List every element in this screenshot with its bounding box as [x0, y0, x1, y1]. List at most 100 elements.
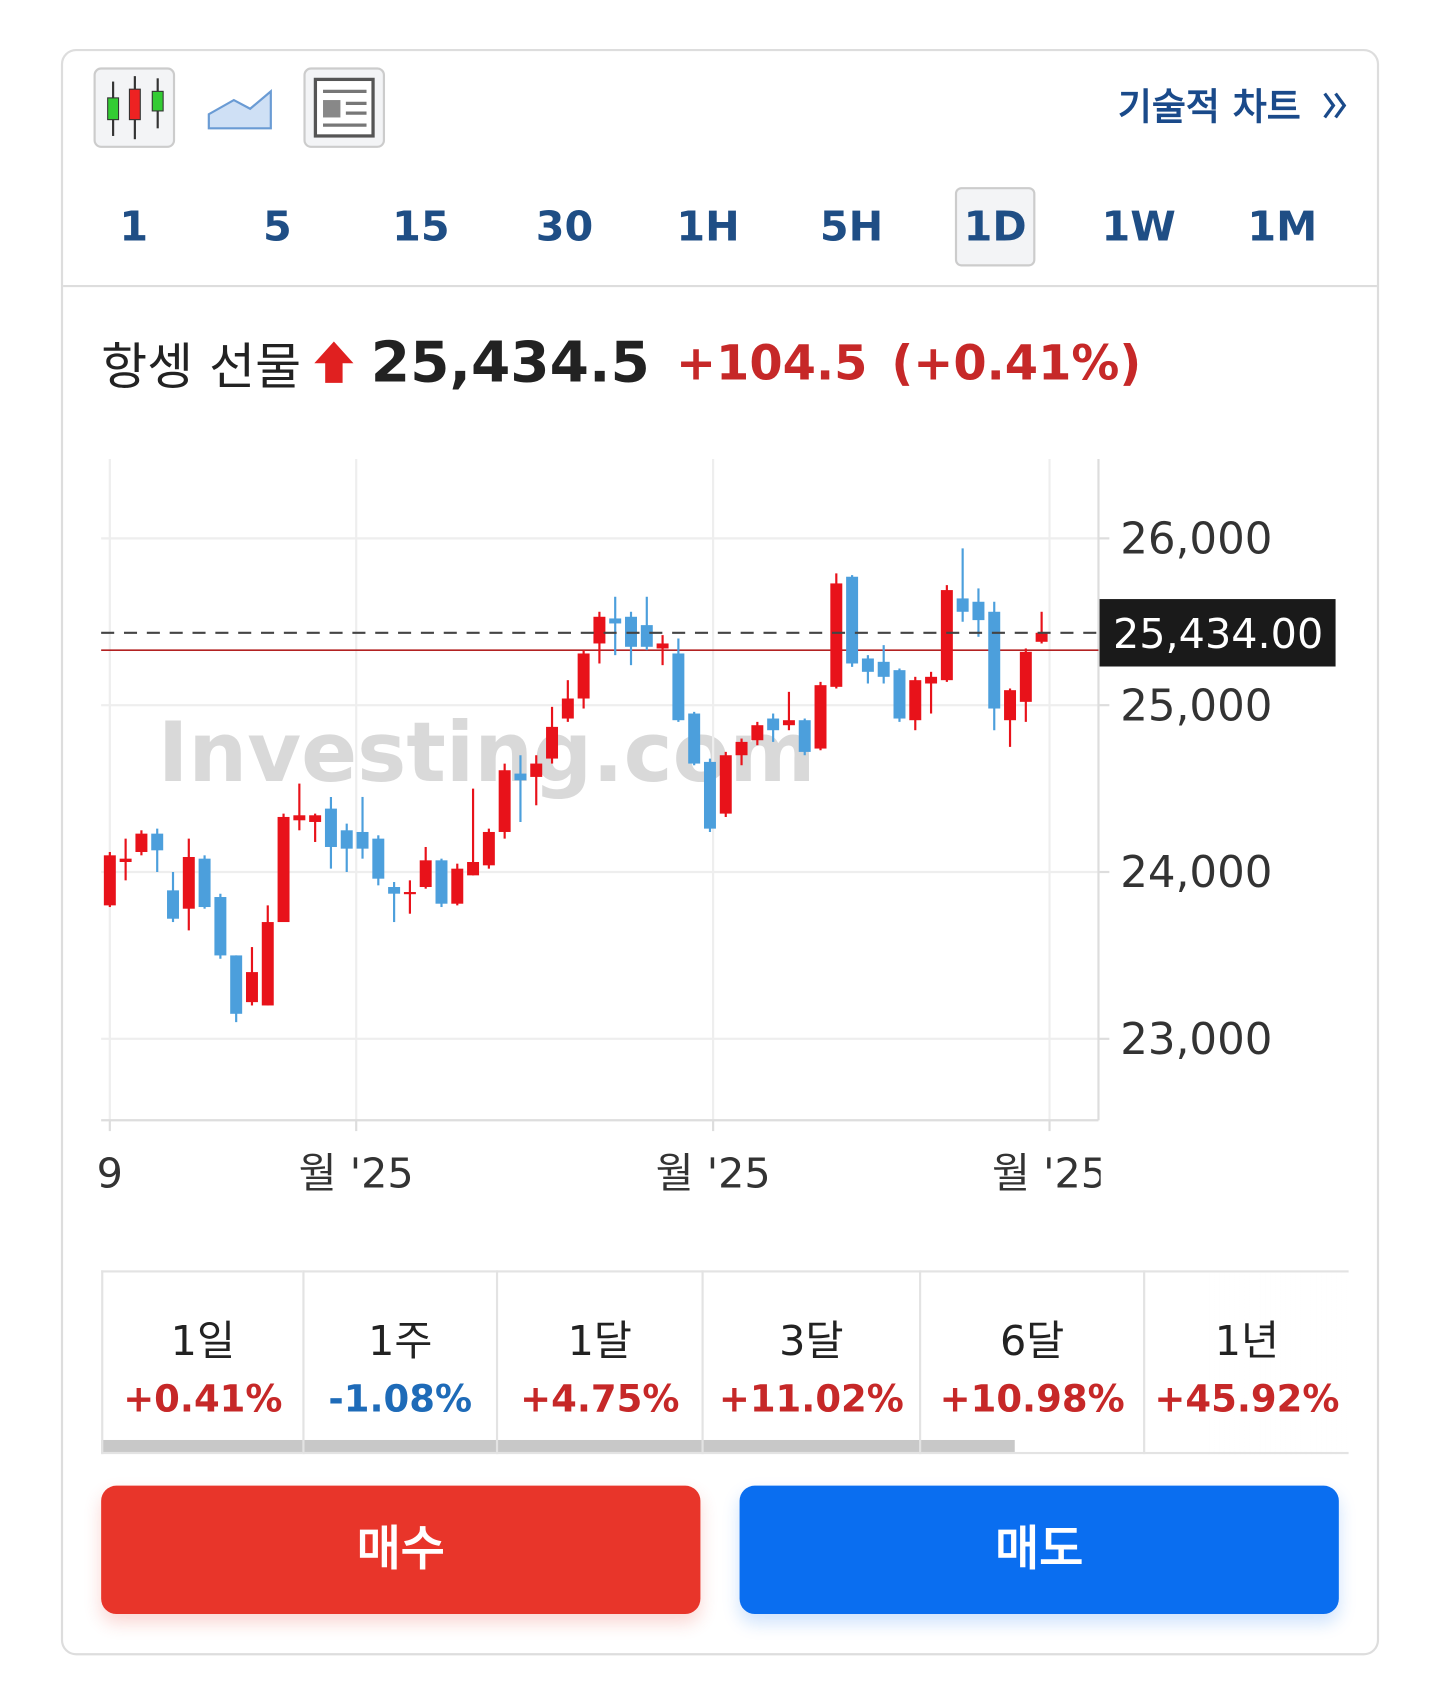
- candle-body: [388, 887, 401, 894]
- candle-body: [151, 833, 164, 851]
- candle-body: [672, 653, 685, 721]
- candle-body: [435, 860, 448, 904]
- candle-body: [467, 861, 480, 876]
- card: [60, 48, 1380, 1656]
- candle-body: [135, 833, 148, 852]
- candle-body: [230, 955, 243, 1014]
- period: 1일: [170, 1317, 235, 1365]
- candle-body: [719, 755, 732, 814]
- candle-body: [245, 972, 258, 1003]
- scrollbar: [101, 1439, 1015, 1454]
- candle-body: [309, 815, 322, 822]
- period: 6달: [999, 1317, 1065, 1365]
- candle-body: [703, 761, 716, 829]
- chart: Investing.com 23,000 24,000 25,000 26,000 9 월 …: [97, 458, 1336, 1198]
- performance-cell[interactable]: 1일 +0.41%: [101, 1270, 303, 1455]
- candle-body: [830, 583, 843, 687]
- period: 1달: [567, 1317, 632, 1365]
- y-tick-label: 24,000: [1120, 848, 1272, 898]
- performance-cell[interactable]: 3달 +11.02%: [701, 1270, 920, 1455]
- performance-cell[interactable]: 6달 +10.98%: [919, 1270, 1144, 1455]
- candle-body: [103, 855, 116, 906]
- performance-cell[interactable]: 1년 +45.92%: [1143, 1270, 1349, 1455]
- candle-body: [482, 831, 495, 866]
- timeframe[interactable]: 1W: [1101, 202, 1176, 251]
- candle-body: [814, 685, 827, 749]
- candle-body: [498, 770, 511, 832]
- timeframe[interactable]: 1M: [1247, 202, 1318, 251]
- period: 1년: [1214, 1317, 1280, 1365]
- x-tick-label: 월 '25: [656, 1150, 771, 1198]
- period-change: +10.98%: [939, 1377, 1125, 1422]
- quote: 항셍 선물 25,434.5 +104.5 (+0.41%): [101, 328, 1141, 398]
- period-change: -1.08%: [328, 1377, 473, 1422]
- candle-body: [451, 868, 464, 904]
- timeframe[interactable]: 5H: [819, 202, 884, 251]
- change: +104.5: [675, 335, 868, 391]
- toolbar-icons: 기술적 차트: [63, 67, 1377, 288]
- candle-body: [656, 643, 669, 649]
- x-tick-label: 9: [97, 1150, 123, 1198]
- timeframe[interactable]: 15: [392, 202, 450, 251]
- candle-body: [1019, 651, 1032, 702]
- candle-body: [767, 718, 780, 731]
- last-price-label: 25,434.00: [1113, 610, 1323, 658]
- candle-body: [403, 892, 416, 895]
- price: 25,434.5: [370, 330, 650, 396]
- candle-body: [198, 858, 211, 908]
- x-tick-label: 월 '25: [992, 1150, 1107, 1198]
- x-labels: 9 월 '25 월 '25 월 '25: [97, 1150, 1107, 1198]
- candle-body: [277, 816, 290, 923]
- candle-body: [861, 658, 874, 672]
- candle-body: [593, 616, 606, 644]
- candle-body: [956, 598, 969, 612]
- candle-body: [340, 830, 353, 849]
- candle-body: [877, 661, 890, 677]
- period-change: +4.75%: [520, 1377, 680, 1422]
- y-tick-label: 23,000: [1120, 1015, 1272, 1065]
- candle-body: [640, 625, 653, 647]
- candle-body: [577, 653, 590, 699]
- candle-body: [372, 838, 385, 879]
- timeframe[interactable]: 1D: [954, 187, 1036, 267]
- candle-body: [293, 815, 306, 821]
- candle-body: [530, 763, 543, 777]
- timeframe[interactable]: 5: [262, 202, 292, 251]
- candle-body: [119, 858, 132, 862]
- change-pct: (+0.41%): [891, 335, 1142, 391]
- candle-body: [356, 831, 369, 849]
- buy-button[interactable]: 매수: [101, 1485, 701, 1614]
- line-icon[interactable]: [207, 89, 272, 130]
- period-change: +0.41%: [123, 1377, 283, 1422]
- candle-body: [561, 698, 574, 719]
- candle-body: [988, 611, 1001, 709]
- sell-button[interactable]: 매도: [739, 1485, 1339, 1614]
- last-price-box: [1099, 599, 1336, 667]
- candle-body: [214, 897, 227, 956]
- candle-body: [1035, 632, 1048, 642]
- timeframe[interactable]: 1H: [676, 202, 740, 251]
- watermark: Investing.com: [158, 705, 816, 801]
- performance-cell[interactable]: 1달 +4.75%: [495, 1270, 702, 1455]
- timeframe[interactable]: 1: [119, 202, 149, 251]
- candle-body: [609, 618, 622, 624]
- candle-body: [167, 890, 179, 919]
- up-arrow: [314, 341, 354, 383]
- candle-body: [751, 725, 764, 741]
- y-tick-label: 25,000: [1120, 681, 1272, 731]
- x-tick-label: 월 '25: [299, 1150, 414, 1198]
- candle-body: [893, 670, 906, 719]
- candle-body: [735, 741, 748, 756]
- candle-body: [846, 576, 859, 664]
- timeframe[interactable]: 30: [535, 202, 594, 251]
- candle-body: [324, 808, 337, 847]
- candle-body: [782, 720, 795, 726]
- performance-cell[interactable]: 1주 -1.08%: [302, 1270, 496, 1455]
- candle-body: [925, 676, 938, 684]
- fade: [1207, 1270, 1349, 1456]
- technical-chart-link[interactable]: 기술적 차트: [1118, 86, 1301, 129]
- candle-body: [798, 720, 811, 752]
- candle-body: [909, 680, 922, 721]
